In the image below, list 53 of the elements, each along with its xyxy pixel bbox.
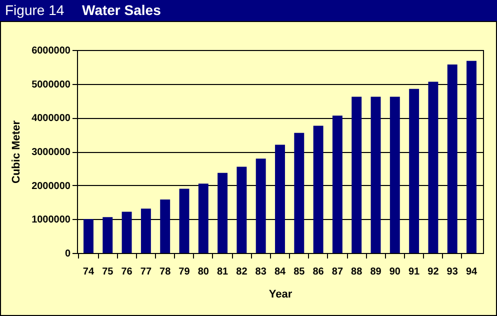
x-tick-label: 75: [102, 266, 114, 278]
x-tick-label: 84: [274, 266, 286, 278]
bar: [160, 200, 170, 253]
x-tick-label: 89: [370, 266, 382, 278]
y-axis-title: Cubic Meter: [10, 120, 23, 184]
bar: [256, 158, 266, 253]
bar: [447, 64, 458, 253]
bar: [84, 219, 94, 253]
y-tick-label: 1000000: [32, 214, 71, 226]
bar: [122, 212, 132, 253]
x-tick-label: 85: [294, 266, 306, 278]
x-tick-label: 88: [351, 266, 363, 278]
caption: Figure 14: [5, 1, 64, 20]
bar: [390, 96, 400, 253]
y-tick-label: 5000000: [32, 79, 71, 90]
x-tick-label: 86: [312, 266, 324, 278]
bar: [236, 166, 247, 253]
bar: [313, 126, 324, 253]
x-tick-label: 92: [428, 266, 440, 278]
chart-title: Water Sales: [82, 1, 161, 20]
bar: [352, 96, 362, 253]
x-tick-label: 78: [160, 266, 172, 278]
bar: [179, 188, 190, 253]
x-tick-label: 80: [198, 266, 210, 278]
x-tick-label: 90: [389, 266, 401, 278]
bar: [218, 172, 228, 253]
bar: [428, 82, 438, 253]
bar: [140, 208, 151, 253]
y-tick-label: 4000000: [32, 113, 71, 124]
bar: [466, 60, 476, 253]
x-tick-label: 94: [466, 266, 478, 278]
x-tick-label: 82: [236, 266, 248, 278]
y-tick-label: 0: [64, 248, 71, 260]
x-tick-label: 77: [140, 266, 152, 278]
bar: [198, 184, 208, 253]
bar: [294, 132, 304, 253]
x-tick-label: 81: [216, 266, 229, 278]
x-axis-title: Year: [268, 288, 293, 300]
bar: [102, 217, 113, 253]
bar: [275, 144, 285, 253]
bar: [370, 96, 381, 253]
y-tick-label: 6000000: [32, 46, 71, 56]
x-tick-label: 93: [446, 266, 458, 278]
x-tick-label: 76: [121, 266, 133, 278]
bar: [332, 116, 342, 253]
x-tick-label: 79: [178, 266, 190, 278]
y-tick-label: 3000000: [32, 147, 71, 158]
bar: [409, 88, 420, 253]
x-tick-label: 91: [408, 266, 420, 278]
x-tick-label: 74: [82, 266, 94, 278]
x-tick-label: 83: [255, 266, 267, 278]
y-tick-label: 2000000: [32, 180, 71, 192]
x-tick-label: 87: [332, 266, 344, 278]
